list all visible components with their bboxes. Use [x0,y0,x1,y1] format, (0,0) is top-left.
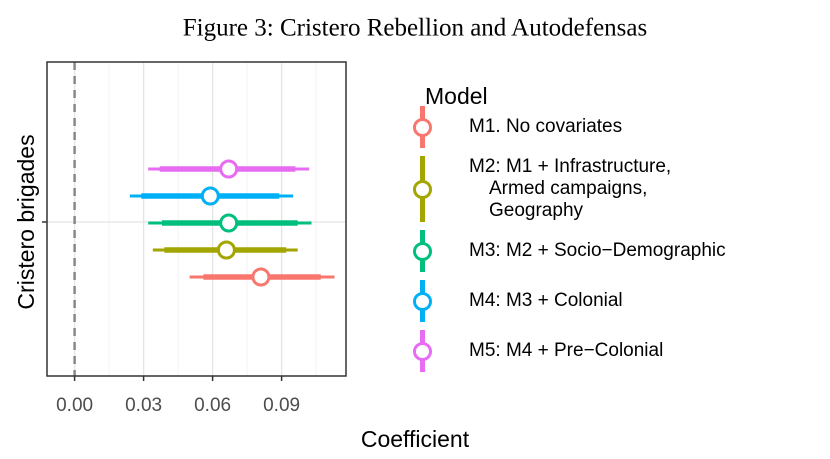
legend-key [404,330,440,372]
legend-key [404,280,440,322]
y-axis-title: Cristero brigades [13,134,39,309]
x-tick-label: 0.09 [263,395,300,416]
x-tick-label: 0.03 [125,395,162,416]
point-estimate [200,186,220,206]
legend-entry: M2: M1 + Infrastructure, Armed campaigns… [404,156,726,222]
legend-key-dot [413,342,432,361]
point-estimate [216,240,236,260]
legend: M1. No covariates M2: M1 + Infrastructure… [404,106,726,380]
legend-entry: M1. No covariates [404,106,726,148]
point-estimate [251,267,271,287]
legend-title: Model [425,83,488,109]
legend-label: M1. No covariates [469,116,623,137]
legend-entry: M5: M4 + Pre−Colonial [404,330,726,372]
legend-label: M2: M1 + Infrastructure, Armed campaigns… [469,156,672,221]
legend-key-dot [413,242,432,261]
legend-key [404,156,440,222]
point-estimate [219,213,239,233]
legend-label: M5: M4 + Pre−Colonial [469,340,664,361]
panel-border [46,61,347,377]
legend-entry: M4: M3 + Colonial [404,280,726,322]
chart-title: Figure 3: Cristero Rebellion and Autodef… [183,15,648,42]
legend-key-dot [413,118,432,137]
legend-key-dot [413,180,432,199]
legend-entry: M3: M2 + Socio−Demographic [404,230,726,272]
legend-label: M4: M3 + Colonial [469,290,623,311]
point-estimate [219,159,239,179]
legend-key [404,106,440,148]
legend-label: M3: M2 + Socio−Demographic [469,240,726,261]
x-tick-label: 0.00 [56,395,93,416]
legend-key-dot [413,292,432,311]
x-axis-title: Coefficient [361,426,470,452]
x-tick-label: 0.06 [194,395,231,416]
legend-key [404,230,440,272]
